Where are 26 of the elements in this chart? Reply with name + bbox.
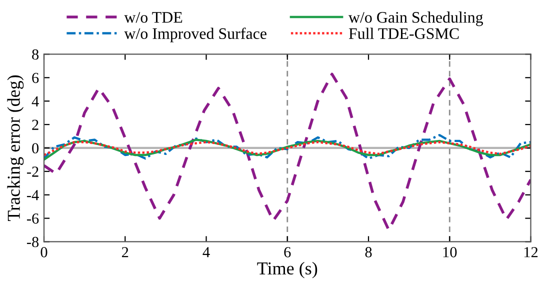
legend-label: w/o Improved Surface bbox=[124, 28, 266, 42]
x-axis-title: Time (s) bbox=[257, 262, 318, 278]
y-tick-label: 2 bbox=[32, 120, 38, 130]
legend-label: Full TDE-GSMC bbox=[348, 28, 459, 40]
y-axis-title: Tracking error (deg) bbox=[7, 75, 24, 222]
y-tick-label: 6 bbox=[32, 72, 39, 84]
legend-label: w/o TDE bbox=[124, 12, 182, 23]
x-tick-label: 0 bbox=[40, 247, 48, 258]
x-tick-label: 8 bbox=[365, 247, 372, 258]
x-tick-label: 2 bbox=[122, 247, 128, 258]
y-tick-label: 0 bbox=[32, 143, 39, 154]
y-tick-label: -2 bbox=[26, 166, 38, 177]
y-tick-label: 4 bbox=[32, 96, 39, 106]
y-tick-label: -8 bbox=[26, 236, 39, 248]
line-series bbox=[44, 72, 531, 232]
y-tick-label: -6 bbox=[26, 213, 39, 224]
line-series bbox=[44, 138, 531, 161]
x-tick-label: 4 bbox=[202, 247, 210, 258]
x-tick-label: 12 bbox=[524, 247, 538, 258]
legend-label: w/o Gain Scheduling bbox=[348, 12, 484, 26]
line-series bbox=[44, 140, 531, 156]
y-tick-label: 8 bbox=[32, 49, 39, 60]
x-tick-label: 10 bbox=[443, 247, 457, 258]
line-series bbox=[44, 134, 531, 160]
x-tick-label: 6 bbox=[284, 247, 291, 258]
y-tick-label: -4 bbox=[26, 190, 39, 200]
